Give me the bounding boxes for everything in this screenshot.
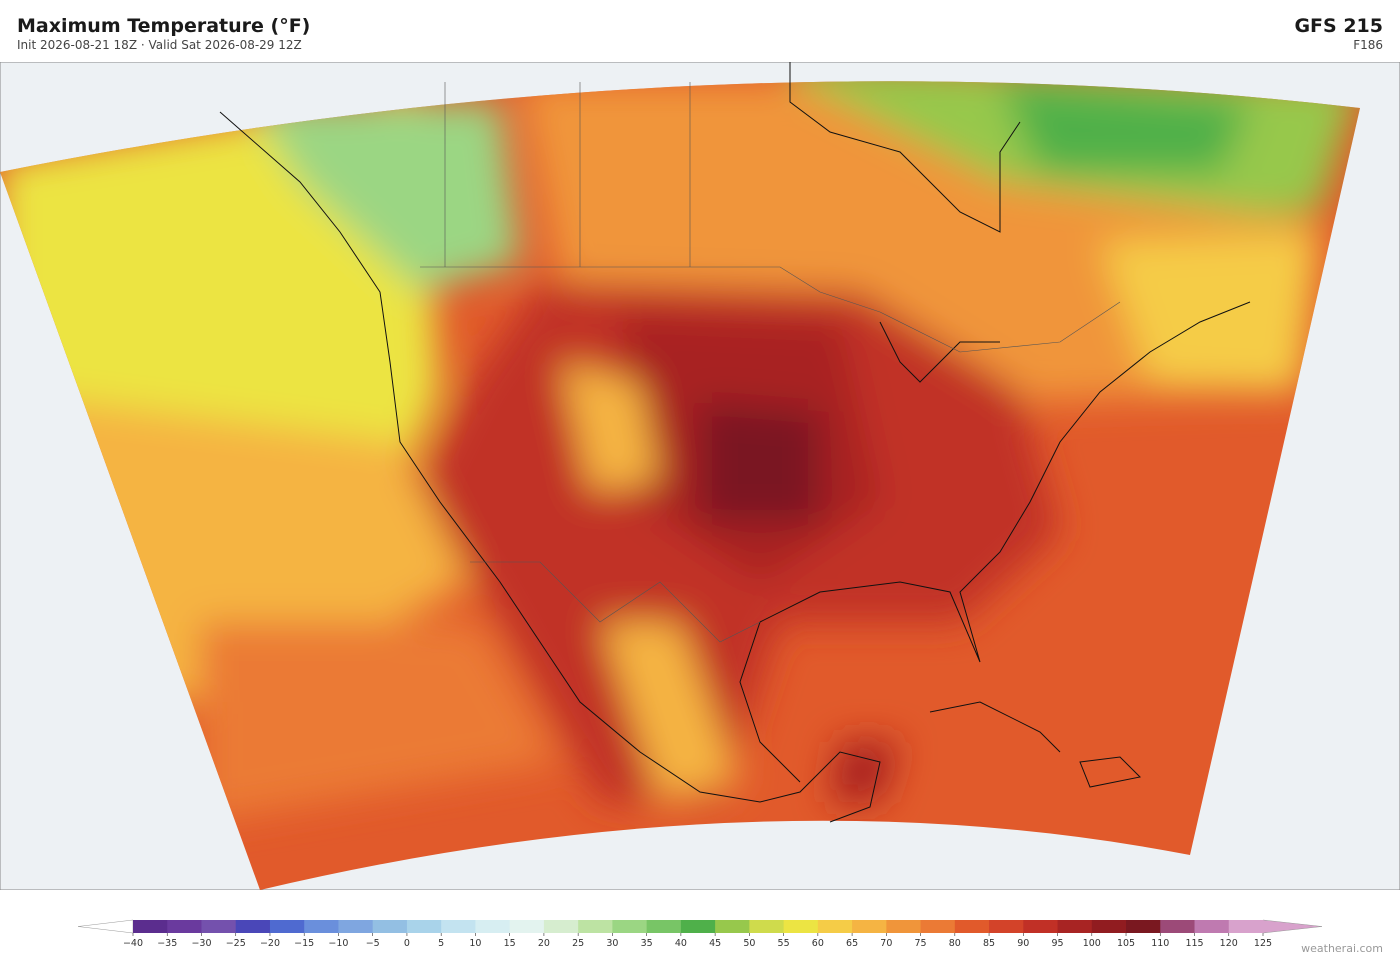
colorbar-tick-label: 40: [675, 938, 687, 949]
colorbar-bin: [680, 920, 716, 933]
colorbar-tick-label: 30: [606, 938, 618, 949]
colorbar-bin: [783, 920, 819, 933]
colorbar-bin: [612, 920, 648, 933]
colorbar-bin: [1091, 920, 1127, 933]
forecast-hour: F186: [1353, 38, 1383, 52]
colorbar-tick-label: 120: [1220, 938, 1238, 949]
map-subtitle: Init 2026-08-21 18Z · Valid Sat 2026-08-…: [17, 38, 302, 52]
colorbar-bin: [543, 920, 579, 933]
colorbar-bin: [1228, 920, 1264, 933]
colorbar-bin: [852, 920, 887, 933]
colorbar-bin: [338, 920, 374, 933]
colorbar-bin: [235, 920, 271, 933]
colorbar-over: [1262, 919, 1323, 934]
colorbar-tick-label: 55: [778, 938, 790, 949]
colorbar-tick-label: 25: [572, 938, 584, 949]
colorbar-bin: [133, 920, 168, 933]
colorbar-tick-label: −15: [294, 938, 314, 949]
colorbar-bin: [886, 920, 922, 933]
colorbar-tick-label: 5: [438, 938, 444, 949]
colorbar-bin: [1160, 920, 1196, 933]
colorbar-tick-label: 0: [404, 938, 410, 949]
colorbar-tick-label: −35: [157, 938, 177, 949]
colorbar-tick-label: 20: [538, 938, 550, 949]
colorbar-tick-label: −5: [366, 938, 380, 949]
colorbar-tick-label: 80: [949, 938, 961, 949]
colorbar-bin: [715, 920, 750, 933]
colorbar-tick-label: 90: [1017, 938, 1029, 949]
map-title: Maximum Temperature (°F): [17, 15, 311, 37]
colorbar-tick-label: 125: [1254, 938, 1272, 949]
colorbar-tick-label: −10: [328, 938, 348, 949]
colorbar-bin: [646, 920, 682, 933]
colorbar-bin: [1194, 920, 1230, 933]
credit: weatherai.com: [1301, 942, 1383, 955]
colorbar-bin: [475, 920, 511, 933]
colorbar-bin: [1023, 920, 1059, 933]
colorbar-tick-label: 10: [469, 938, 481, 949]
colorbar-tick-label: 85: [983, 938, 995, 949]
colorbar-bin: [1126, 920, 1161, 933]
colorbar-tick-label: 75: [915, 938, 927, 949]
colorbar-under: [77, 919, 134, 934]
colorbar-bin: [920, 920, 956, 933]
colorbar-bin: [269, 920, 305, 933]
colorbar-tick-label: 35: [641, 938, 653, 949]
colorbar-tick-label: −30: [191, 938, 211, 949]
model-name: GFS 215: [1294, 15, 1383, 37]
borders: [420, 82, 1121, 643]
colorbar-tick-label: 45: [709, 938, 721, 949]
colorbar-tick-label: 105: [1117, 938, 1135, 949]
colorbar-tick-label: 50: [743, 938, 755, 949]
colorbar-bin: [989, 920, 1024, 933]
temperature-field: [0, 81, 1360, 890]
colorbar-tick-label: 65: [846, 938, 858, 949]
colorbar-bin: [817, 920, 853, 933]
colorbar-bin: [406, 920, 442, 933]
coastlines: [219, 62, 1251, 823]
colorbar-bin: [372, 920, 408, 933]
colorbar-bin: [509, 920, 545, 933]
colorbar-tick-label: 115: [1185, 938, 1203, 949]
colorbar-tick-label: 110: [1151, 938, 1169, 949]
colorbar-bin: [578, 920, 613, 933]
colorbar-bin: [304, 920, 339, 933]
colorbar-tick-label: 70: [880, 938, 892, 949]
colorbar: −40 −35 −30 −25 −20 −15 −10 −5 0 5 10 15 20 25 30 35 40 4…: [77, 919, 1323, 949]
colorbar-tick-label: 60: [812, 938, 824, 949]
colorbar-bin: [167, 920, 202, 933]
colorbar-tick-label: −25: [226, 938, 246, 949]
colorbar-tick-label: 100: [1083, 938, 1101, 949]
colorbar-tick-label: −40: [123, 938, 143, 949]
colorbar-bin: [954, 920, 990, 933]
colorbar-tick-label: 95: [1051, 938, 1063, 949]
colorbar-tick-label: 15: [504, 938, 516, 949]
colorbar-bin: [201, 920, 237, 933]
colorbar-bin: [749, 920, 785, 933]
map: [0, 62, 1400, 890]
colorbar-tick-label: −20: [260, 938, 280, 949]
colorbar-bin: [1057, 920, 1093, 933]
colorbar-bin: [441, 920, 476, 933]
